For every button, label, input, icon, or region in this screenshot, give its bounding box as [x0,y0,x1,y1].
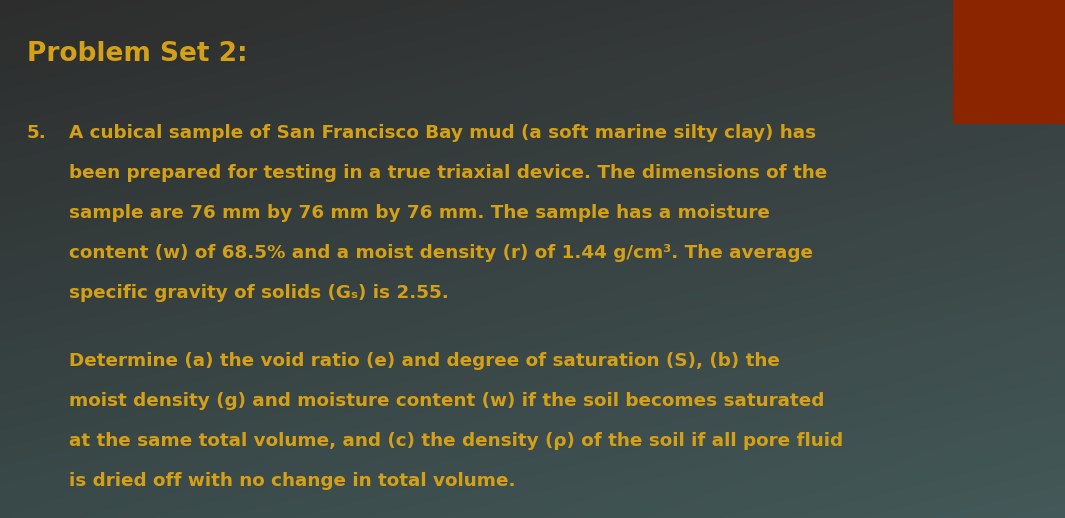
Text: A cubical sample of San Francisco Bay mud (a soft marine silty clay) has: A cubical sample of San Francisco Bay mu… [69,124,817,142]
Text: moist density (g) and moisture content (w) if the soil becomes saturated: moist density (g) and moisture content (… [69,392,824,410]
Text: content (w) of 68.5% and a moist density (r) of 1.44 g/cm³. The average: content (w) of 68.5% and a moist density… [69,244,814,262]
Text: at the same total volume, and (c) the density (ρ) of the soil if all pore fluid: at the same total volume, and (c) the de… [69,432,843,450]
Text: 5.: 5. [27,124,47,142]
Text: is dried off with no change in total volume.: is dried off with no change in total vol… [69,472,515,490]
Text: Problem Set 2:: Problem Set 2: [27,41,247,67]
Text: sample are 76 mm by 76 mm by 76 mm. The sample has a moisture: sample are 76 mm by 76 mm by 76 mm. The … [69,204,770,222]
Text: specific gravity of solids (Gₛ) is 2.55.: specific gravity of solids (Gₛ) is 2.55. [69,284,449,302]
Text: Determine (a) the void ratio (e) and degree of saturation (S), (b) the: Determine (a) the void ratio (e) and deg… [69,352,780,370]
Bar [953,0,1065,124]
Text: been prepared for testing in a true triaxial device. The dimensions of the: been prepared for testing in a true tria… [69,164,828,182]
